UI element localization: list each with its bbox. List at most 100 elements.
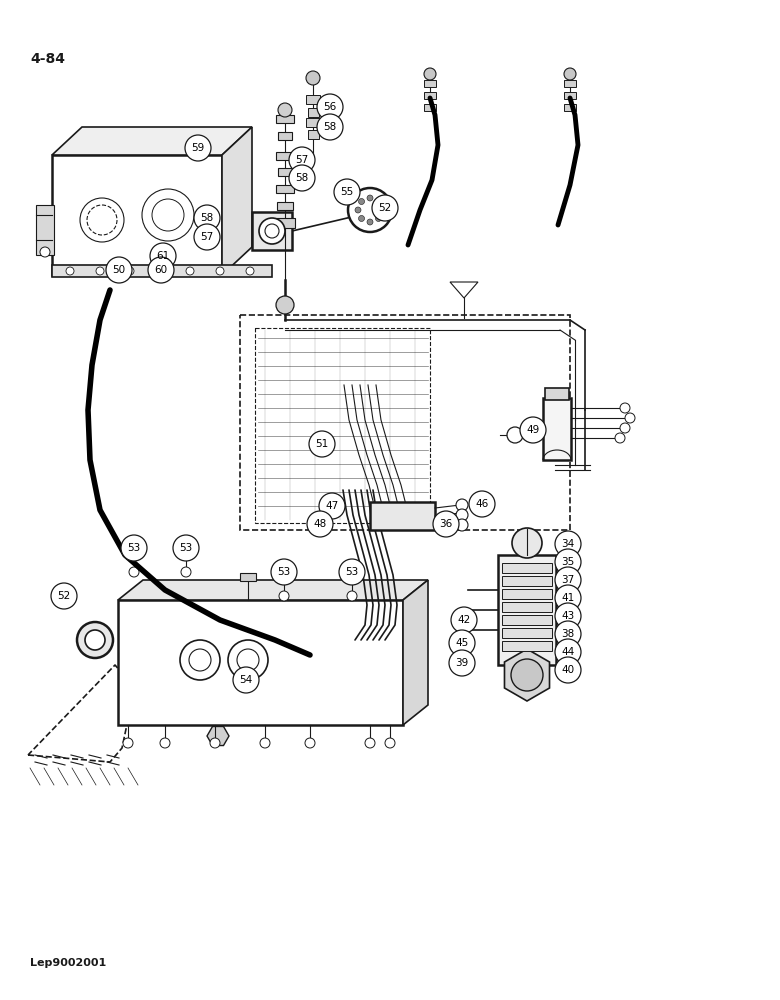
Text: 57: 57	[200, 232, 214, 242]
Bar	[502, 563, 552, 573]
Bar	[252, 212, 292, 250]
Bar	[52, 155, 222, 275]
Text: 41: 41	[562, 593, 575, 603]
Text: 38: 38	[562, 629, 575, 639]
Text: 53: 53	[346, 567, 359, 577]
Circle shape	[80, 198, 124, 242]
Bar	[543, 398, 571, 460]
Circle shape	[66, 267, 74, 275]
Text: 4-84: 4-84	[30, 52, 65, 66]
Bar	[502, 576, 552, 586]
Text: 55: 55	[340, 187, 353, 197]
Polygon shape	[222, 127, 252, 275]
Circle shape	[615, 433, 625, 443]
Bar	[306, 118, 320, 127]
Circle shape	[246, 267, 254, 275]
Text: 56: 56	[324, 102, 337, 112]
Text: 39: 39	[456, 658, 469, 668]
Text: 36: 36	[439, 519, 452, 529]
Bar	[564, 92, 576, 99]
Circle shape	[156, 267, 164, 275]
Text: 40: 40	[562, 665, 575, 675]
Circle shape	[142, 189, 194, 241]
Circle shape	[625, 413, 635, 423]
Text: 52: 52	[378, 203, 392, 213]
Bar	[240, 573, 256, 581]
Text: 57: 57	[296, 155, 309, 165]
Circle shape	[620, 403, 630, 413]
Bar	[275, 218, 295, 228]
Circle shape	[456, 499, 468, 511]
Bar	[277, 202, 293, 210]
Circle shape	[233, 667, 259, 693]
Text: 53: 53	[127, 543, 140, 553]
Text: 47: 47	[325, 501, 339, 511]
Circle shape	[348, 188, 392, 232]
Bar	[278, 132, 292, 140]
Circle shape	[319, 493, 345, 519]
Circle shape	[126, 267, 134, 275]
Bar	[36, 205, 54, 255]
Text: 59: 59	[191, 143, 204, 153]
Circle shape	[289, 147, 315, 173]
Circle shape	[372, 195, 398, 221]
Circle shape	[278, 103, 292, 117]
Circle shape	[620, 423, 630, 433]
Circle shape	[555, 621, 581, 647]
Circle shape	[121, 535, 147, 561]
Circle shape	[375, 199, 381, 205]
Circle shape	[375, 215, 381, 221]
Text: 49: 49	[526, 425, 540, 435]
Circle shape	[334, 179, 360, 205]
Circle shape	[456, 509, 468, 521]
Polygon shape	[52, 127, 252, 155]
Circle shape	[385, 738, 395, 748]
Circle shape	[77, 622, 113, 658]
Circle shape	[216, 267, 224, 275]
Text: 52: 52	[58, 591, 71, 601]
Circle shape	[449, 630, 475, 656]
Circle shape	[359, 199, 364, 205]
Circle shape	[228, 640, 268, 680]
Text: 42: 42	[457, 615, 470, 625]
Bar	[276, 152, 294, 160]
Circle shape	[511, 659, 543, 691]
Circle shape	[185, 135, 211, 161]
Bar	[370, 502, 435, 530]
Bar	[545, 388, 569, 400]
Bar	[308, 130, 319, 139]
Circle shape	[309, 431, 335, 457]
Bar	[181, 546, 191, 554]
Circle shape	[189, 649, 211, 671]
Circle shape	[359, 215, 364, 221]
Circle shape	[265, 224, 279, 238]
Circle shape	[555, 585, 581, 611]
Text: 58: 58	[324, 122, 337, 132]
Circle shape	[194, 205, 220, 231]
Circle shape	[367, 219, 373, 225]
Bar	[424, 80, 436, 87]
Circle shape	[555, 549, 581, 575]
Circle shape	[237, 649, 259, 671]
Bar	[279, 570, 289, 578]
Text: 54: 54	[239, 675, 253, 685]
Circle shape	[367, 195, 373, 201]
Bar	[276, 185, 294, 193]
Circle shape	[469, 491, 495, 517]
Text: 58: 58	[200, 213, 214, 223]
Text: 44: 44	[562, 647, 575, 657]
Polygon shape	[118, 580, 428, 600]
Circle shape	[365, 738, 375, 748]
Circle shape	[317, 94, 343, 120]
Circle shape	[379, 207, 385, 213]
Circle shape	[160, 738, 170, 748]
Bar	[502, 628, 552, 638]
Text: 34: 34	[562, 539, 575, 549]
Circle shape	[173, 535, 199, 561]
Circle shape	[129, 567, 139, 577]
Circle shape	[520, 417, 546, 443]
Text: 53: 53	[179, 543, 193, 553]
Bar	[129, 546, 139, 554]
Text: 50: 50	[112, 265, 126, 275]
Polygon shape	[403, 580, 428, 725]
